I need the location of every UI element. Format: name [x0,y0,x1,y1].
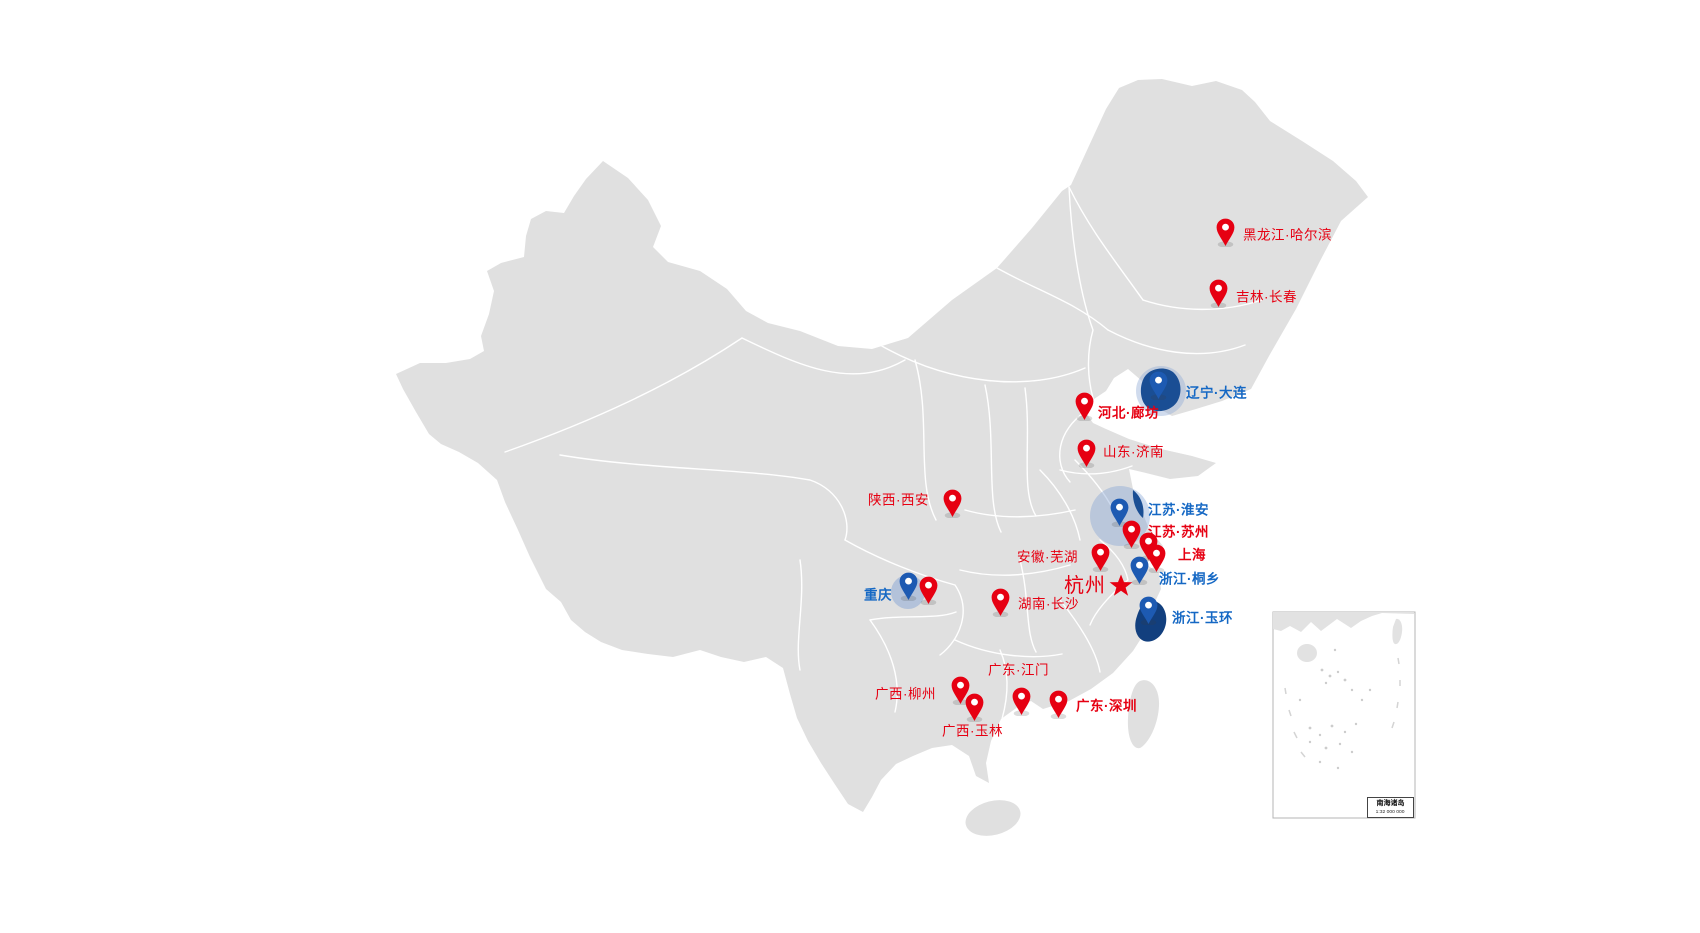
shaanxi-xian-label[interactable]: 陕西·西安 [868,492,929,508]
guangdong-jiangmen-marker[interactable] [1011,687,1032,721]
heilongjiang-harbin-label[interactable]: 黑龙江·哈尔滨 [1243,227,1332,243]
pin-icon [919,576,937,606]
pin-icon [1149,371,1167,401]
pin-icon [1216,218,1234,248]
jiangsu-huaian-label[interactable]: 江苏·淮安 [1148,502,1209,518]
shaanxi-xian-marker[interactable] [942,489,963,523]
pin-icon [943,489,961,519]
guangdong-shenzhen-label[interactable]: 广东·深圳 [1076,698,1137,714]
pin-icon [1122,520,1140,550]
jiangsu-suzhou-label[interactable]: 江苏·苏州 [1148,524,1209,540]
inset-dash-line [1284,657,1401,758]
chongqing-extra-marker[interactable] [918,576,939,610]
pin-icon [1091,543,1109,573]
guangdong-shenzhen-marker[interactable] [1048,690,1069,724]
zhejiang-yuhuan-marker[interactable] [1138,596,1159,630]
pin-icon [1147,544,1165,574]
jilin-changchun-label[interactable]: 吉林·长春 [1236,289,1297,305]
hainan-island [965,800,1021,836]
pin-icon [1139,596,1157,626]
inset-taiwan [1392,618,1403,645]
inset-coastline [1273,612,1414,632]
pin-icon [1012,687,1030,717]
anhui-wuhu-label[interactable]: 安徽·芜湖 [1017,549,1078,565]
shandong-jinan-marker[interactable] [1076,439,1097,473]
taiwan-island [1127,680,1160,749]
guangxi-liuzhou-label[interactable]: 广西·柳州 [875,686,936,702]
heilongjiang-harbin-marker[interactable] [1215,218,1236,252]
hangzhou-label[interactable]: 杭州 [1064,575,1106,597]
pin-icon [1077,439,1095,469]
guangxi-liuzhou-marker[interactable] [950,676,971,710]
south-china-sea-inset [1272,611,1416,819]
inset-title: 南海诸岛 [1376,800,1405,808]
pin-icon [1075,392,1093,422]
hunan-changsha-label[interactable]: 湖南·长沙 [1018,596,1079,612]
mainland-shape [396,79,1368,812]
pin-icon [951,676,969,706]
inset-islands [1298,648,1372,770]
province-borders [504,186,1263,720]
pin-icon [1049,690,1067,720]
pin-icon [1209,279,1227,309]
liaoning-dalian-marker[interactable] [1148,371,1169,405]
pin-icon [965,693,983,723]
shanghai-label[interactable]: 上海 [1178,547,1206,563]
liaoning-dalian-label[interactable]: 辽宁·大连 [1186,385,1247,401]
pin-icon [991,588,1009,618]
chongqing-marker[interactable] [898,572,919,606]
hangzhou-marker[interactable] [1106,571,1136,606]
anhui-wuhu-marker[interactable] [1090,543,1111,577]
jilin-changchun-marker[interactable] [1208,279,1229,313]
shanghai-marker[interactable] [1146,544,1167,578]
zhejiang-yuhuan-label[interactable]: 浙江·玉环 [1172,610,1233,626]
inset-label-box: 南海诸岛 1:32 000 000 [1367,797,1414,818]
chongqing-label[interactable]: 重庆 [864,587,892,603]
guangxi-yulin-marker[interactable] [964,693,985,727]
guangxi-yulin-label[interactable]: 广西·玉林 [942,723,1003,739]
hunan-changsha-marker[interactable] [990,588,1011,622]
inset-hainan [1297,644,1317,662]
hebei-langfang-label[interactable]: 河北·廊坊 [1098,405,1159,421]
pin-icon [899,572,917,602]
jiangsu-suzhou-marker[interactable] [1121,520,1142,554]
jiangsu-coast-highlight [1132,490,1144,518]
zhejiang-tongxiang-label[interactable]: 浙江·桐乡 [1159,571,1220,587]
pin-icon [1130,556,1148,586]
star-icon [1109,574,1133,596]
inset-scale: 1:32 000 000 [1376,808,1405,815]
hebei-langfang-marker[interactable] [1074,392,1095,426]
guangdong-jiangmen-label[interactable]: 广东·江门 [988,662,1049,678]
zhejiang-tongxiang-marker[interactable] [1129,556,1150,590]
shandong-jinan-label[interactable]: 山东·济南 [1103,444,1164,460]
